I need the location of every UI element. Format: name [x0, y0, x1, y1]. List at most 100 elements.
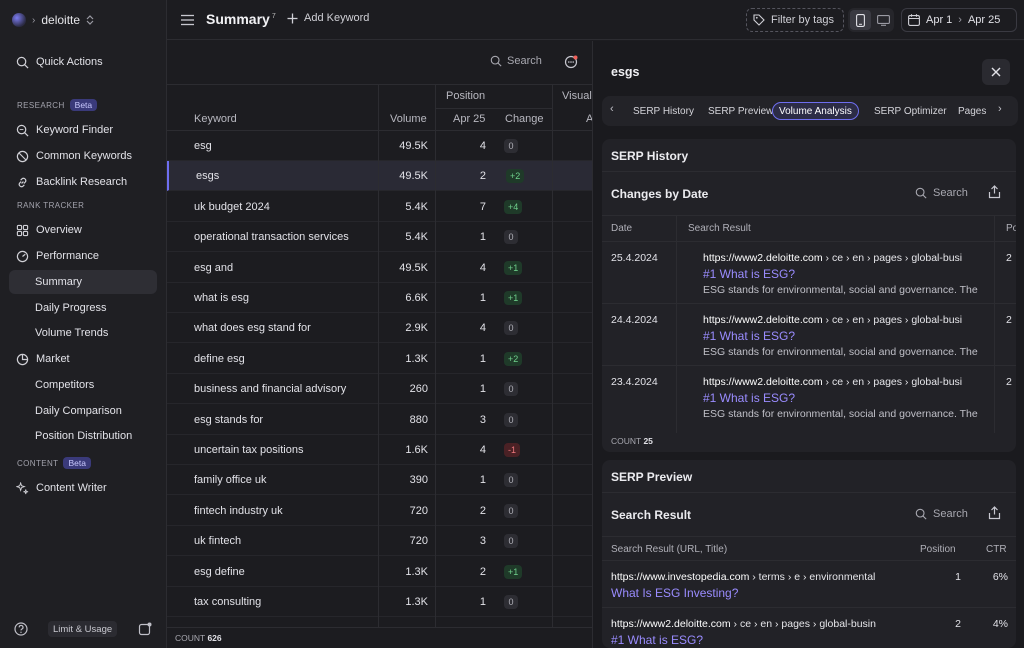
column-header-date[interactable]: Apr 25 [453, 113, 486, 125]
position-cell: 1 [479, 596, 486, 608]
tab-serp-history[interactable]: SERP History [633, 105, 694, 117]
menu-icon[interactable] [181, 14, 194, 26]
result-url[interactable]: https://www.investopedia.com › terms › e… [611, 571, 901, 583]
keyword-cell: define esg [194, 352, 245, 365]
table-row[interactable]: esgs 49.5K 2 +2 [167, 161, 592, 192]
tab-serp-preview[interactable]: SERP Preview [708, 105, 774, 117]
add-keyword-button[interactable]: Add Keyword [287, 12, 369, 24]
search-icon [915, 508, 927, 520]
result-url[interactable]: https://www2.deloitte.com › ce › en › pa… [611, 618, 901, 630]
date-to: Apr 25 [967, 14, 1001, 26]
workspace-switcher[interactable]: › deloitte [12, 10, 94, 30]
tab-serp-optimizer[interactable]: SERP Optimizer [874, 105, 947, 117]
table-row[interactable]: business and financial advisory 260 1 0 [167, 374, 592, 405]
result-url[interactable]: https://www2.deloitte.com › ce › en › pa… [703, 252, 989, 264]
notifications-icon[interactable] [138, 622, 152, 636]
sidebar-item-overview[interactable]: Overview [9, 218, 157, 242]
sidebar-item-summary[interactable]: Summary [9, 270, 157, 294]
table-row[interactable]: tax consulting 1.3K 1 0 [167, 587, 592, 617]
filter-by-tags-button[interactable]: Filter by tags [746, 8, 844, 32]
keyword-cell: esg and [194, 261, 234, 274]
history-row[interactable]: 24.4.2024 https://www2.deloitte.com › ce … [602, 303, 1016, 365]
table-row[interactable]: uk budget 2024 5.4K 7 +4 [167, 192, 592, 222]
result-title[interactable]: #1 What is ESG? [703, 329, 796, 343]
desktop-device-button[interactable] [873, 10, 894, 30]
tabs-scroll-right-icon[interactable]: › [998, 103, 1002, 115]
table-row[interactable]: uncertain tax positions 1.6K 4 -1 [167, 435, 592, 465]
history-row[interactable]: 23.4.2024 https://www2.deloitte.com › ce … [602, 365, 1016, 427]
device-toggle [848, 8, 894, 32]
share-icon[interactable] [988, 185, 1001, 199]
history-row[interactable]: 25.4.2024 https://www2.deloitte.com › ce … [602, 241, 1016, 303]
table-row[interactable]: esg 49.5K 4 0 [167, 131, 592, 161]
filter-by-tags-label: Filter by tags [771, 14, 834, 26]
tabs-scroll-left-icon[interactable]: ‹ [610, 103, 614, 115]
workspace-name: deloitte [41, 13, 81, 27]
sidebar-item-daily-progress[interactable]: Daily Progress [9, 296, 157, 320]
change-badge: 0 [504, 595, 518, 609]
table-row[interactable]: family office uk 390 1 0 [167, 465, 592, 496]
sidebar-item-position-distribution[interactable]: Position Distribution [9, 424, 157, 448]
table-row[interactable]: operational transaction services 5.4K 1 0 [167, 222, 592, 253]
table-row[interactable]: esg stands for 880 3 0 [167, 405, 592, 435]
result-title[interactable]: #1 What is ESG? [703, 267, 796, 281]
volume-cell: 720 [409, 535, 428, 548]
result-url[interactable]: https://www2.deloitte.com › ce › en › pa… [703, 314, 989, 326]
sidebar-item-performance[interactable]: Performance [9, 244, 157, 268]
sidebar-item-label: Volume Trends [35, 327, 109, 339]
column-group-visual: Visual [562, 90, 592, 102]
search-result-heading: Search Result [611, 508, 692, 522]
limit-usage-button[interactable]: Limit & Usage [48, 621, 118, 637]
sidebar-item-volume-trends[interactable]: Volume Trends [9, 321, 157, 345]
history-search-placeholder: Search [933, 187, 968, 199]
result-title[interactable]: What Is ESG Investing? [611, 586, 739, 600]
page-title-superscript: 7 [271, 13, 276, 21]
share-icon[interactable] [988, 506, 1001, 520]
quick-actions[interactable]: Quick Actions [9, 50, 157, 74]
date-range-picker[interactable]: Apr 1 › Apr 25 [901, 8, 1017, 32]
preview-row[interactable]: https://www.investopedia.com › terms › e… [602, 560, 1016, 607]
alerts-icon[interactable] [564, 55, 578, 69]
result-url[interactable]: https://www2.deloitte.com › ce › en › pa… [703, 376, 989, 388]
research-label: RESEARCH [17, 100, 65, 110]
result-title[interactable]: #1 What is ESG? [703, 391, 796, 405]
preview-search-placeholder: Search [933, 508, 968, 520]
table-row[interactable]: define esg 1.3K 1 +2 [167, 344, 592, 374]
mobile-device-button[interactable] [850, 10, 871, 30]
sidebar-item-keyword-finder[interactable]: Keyword Finder [9, 118, 157, 142]
tag-icon [753, 14, 765, 26]
table-row[interactable]: what does esg stand for 2.9K 4 0 [167, 313, 592, 344]
table-row[interactable]: uk fintech 720 3 0 [167, 526, 592, 557]
volume-cell: 880 [409, 413, 428, 426]
tab-volume-analysis[interactable]: Volume Analysis [772, 102, 859, 120]
column-header-keyword[interactable]: Keyword [194, 113, 237, 125]
serp-history-card: SERP History Changes by Date Search Date… [602, 139, 1016, 452]
keyword-cell: uncertain tax positions [194, 444, 304, 456]
sparkles-icon [16, 481, 29, 494]
position-cell: 2 [479, 565, 486, 578]
table-row[interactable]: fintech industry uk 720 2 0 [167, 496, 592, 526]
column-header-change[interactable]: Change [505, 113, 544, 125]
preview-row[interactable]: https://www2.deloitte.com › ce › en › pa… [602, 607, 1016, 648]
preview-search[interactable]: Search [915, 508, 968, 520]
tab-pages[interactable]: Pages [958, 105, 987, 117]
table-row[interactable]: what is esg 6.6K 1 +1 [167, 283, 592, 313]
history-search[interactable]: Search [915, 187, 968, 199]
close-button[interactable] [982, 59, 1010, 85]
sidebar-item-backlink-research[interactable]: Backlink Research [9, 170, 157, 194]
sidebar-item-market[interactable]: Market [9, 347, 157, 371]
sidebar-item-competitors[interactable]: Competitors [9, 373, 157, 397]
help-icon[interactable] [14, 622, 28, 636]
sidebar-item-daily-comparison[interactable]: Daily Comparison [9, 399, 157, 423]
position-cell: 3 [479, 413, 486, 426]
sidebar-item-content-writer[interactable]: Content Writer [9, 476, 157, 500]
volume-cell: 6.6K [405, 292, 428, 304]
volume-cell: 49.5K [399, 140, 428, 152]
sidebar-item-common-keywords[interactable]: Common Keywords [9, 144, 157, 168]
result-title[interactable]: #1 What is ESG? [611, 633, 704, 647]
table-row[interactable]: esg and 49.5K 4 +1 [167, 253, 592, 283]
column-header-volume[interactable]: Volume [390, 113, 427, 125]
table-row[interactable]: esg define 1.3K 2 +1 [167, 557, 592, 587]
change-badge: 0 [504, 382, 518, 397]
table-search[interactable]: Search [490, 55, 542, 67]
